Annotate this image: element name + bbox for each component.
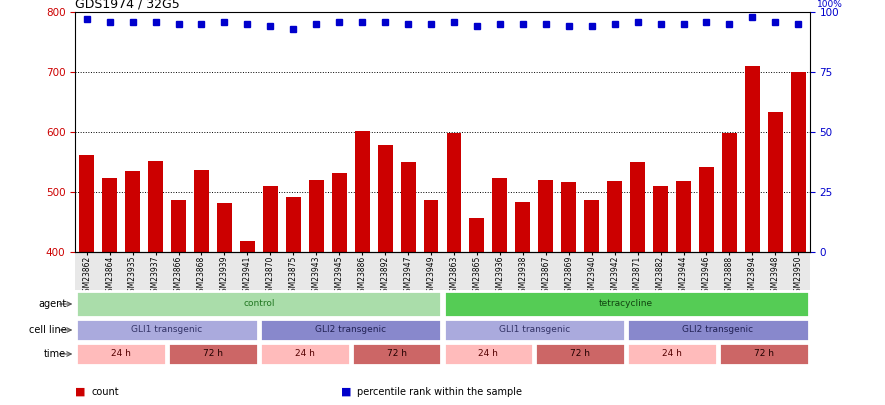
- Bar: [217, 203, 232, 252]
- Bar: [768, 112, 783, 252]
- Text: tetracycline: tetracycline: [599, 300, 653, 309]
- Bar: [443, 319, 625, 341]
- Text: GDS1974 / 32G5: GDS1974 / 32G5: [75, 0, 180, 11]
- Bar: [627, 319, 809, 341]
- Bar: [352, 343, 442, 365]
- Bar: [102, 178, 117, 252]
- Bar: [699, 167, 714, 252]
- Bar: [722, 133, 737, 252]
- Bar: [791, 72, 805, 252]
- Bar: [76, 319, 258, 341]
- Bar: [561, 182, 576, 252]
- Bar: [125, 171, 140, 252]
- Bar: [355, 131, 370, 252]
- Bar: [653, 186, 668, 252]
- Bar: [240, 241, 255, 252]
- Bar: [443, 292, 809, 317]
- Text: GLI2 transgenic: GLI2 transgenic: [315, 326, 386, 335]
- Text: cell line: cell line: [28, 325, 66, 335]
- Text: time: time: [44, 349, 66, 359]
- Text: 72 h: 72 h: [570, 350, 590, 358]
- Bar: [447, 133, 461, 252]
- Bar: [171, 200, 186, 252]
- Bar: [194, 170, 209, 252]
- Text: 24 h: 24 h: [662, 350, 682, 358]
- Text: 24 h: 24 h: [295, 350, 315, 358]
- Text: agent: agent: [38, 299, 66, 309]
- Bar: [332, 173, 347, 252]
- Text: ■: ■: [341, 386, 351, 396]
- Text: 72 h: 72 h: [203, 350, 223, 358]
- Bar: [538, 180, 553, 252]
- Bar: [492, 178, 507, 252]
- Bar: [424, 200, 438, 252]
- Bar: [309, 180, 324, 252]
- Bar: [627, 343, 717, 365]
- Bar: [260, 343, 350, 365]
- Bar: [80, 155, 94, 252]
- Text: count: count: [91, 386, 119, 396]
- Bar: [378, 145, 393, 252]
- Bar: [720, 343, 809, 365]
- Bar: [286, 197, 301, 252]
- Text: 72 h: 72 h: [387, 350, 406, 358]
- Bar: [76, 292, 442, 317]
- Text: GLI1 transgenic: GLI1 transgenic: [131, 326, 203, 335]
- Bar: [630, 162, 645, 252]
- Bar: [607, 181, 622, 252]
- Bar: [515, 202, 530, 252]
- Bar: [584, 200, 599, 252]
- Bar: [263, 186, 278, 252]
- Text: 72 h: 72 h: [754, 350, 773, 358]
- Bar: [76, 343, 165, 365]
- Bar: [676, 181, 691, 252]
- Text: 100%: 100%: [817, 0, 843, 9]
- Text: control: control: [243, 300, 274, 309]
- Bar: [401, 162, 416, 252]
- Bar: [168, 343, 258, 365]
- Bar: [469, 218, 484, 252]
- Text: 24 h: 24 h: [479, 350, 498, 358]
- Text: 24 h: 24 h: [112, 350, 131, 358]
- Text: percentile rank within the sample: percentile rank within the sample: [357, 386, 521, 396]
- Bar: [148, 162, 163, 252]
- Bar: [260, 319, 442, 341]
- Bar: [535, 343, 625, 365]
- Text: ■: ■: [75, 386, 86, 396]
- Bar: [745, 66, 760, 252]
- Text: GLI2 transgenic: GLI2 transgenic: [682, 326, 753, 335]
- Bar: [443, 343, 533, 365]
- Text: GLI1 transgenic: GLI1 transgenic: [498, 326, 570, 335]
